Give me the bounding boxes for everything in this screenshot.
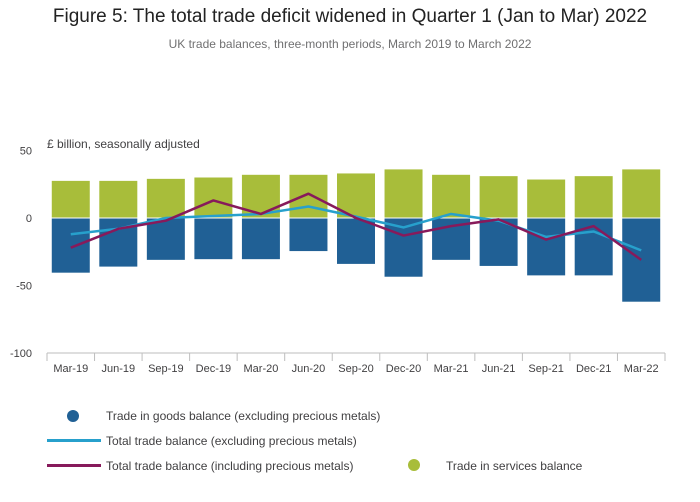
legend-total-excl-line-icon — [47, 439, 101, 442]
y-tick-label: 0 — [26, 213, 32, 225]
chart-title: Figure 5: The total trade deficit widene… — [52, 6, 648, 27]
x-tick-label: Jun-21 — [482, 363, 516, 375]
x-tick-label: Mar-22 — [624, 363, 659, 375]
goods-bar — [527, 218, 566, 276]
services-bar — [574, 176, 613, 218]
goods-bar — [194, 218, 233, 260]
services-bar — [194, 177, 233, 218]
y-axis-unit-label: £ billion, seasonally adjusted — [47, 137, 200, 151]
y-tick-label: -50 — [16, 281, 32, 293]
legend-goods-label: Trade in goods balance (excluding precio… — [106, 409, 381, 423]
x-tick-label: Sep-19 — [148, 363, 183, 375]
goods-bar — [146, 218, 185, 260]
chart-subtitle: UK trade balances, three-month periods, … — [168, 37, 532, 51]
services-bar — [146, 178, 185, 218]
legend-total-excl-label: Total trade balance (excluding precious … — [106, 434, 357, 448]
x-tick-label: Mar-19 — [53, 363, 88, 375]
goods-bar — [51, 218, 90, 273]
services-bar — [384, 169, 423, 218]
services-bar — [479, 176, 518, 218]
services-bar — [51, 180, 90, 218]
services-bar — [289, 174, 328, 218]
legend-services-dot-icon — [408, 459, 420, 471]
goods-bar — [241, 218, 280, 260]
services-bar — [432, 174, 471, 218]
y-tick-label: -100 — [10, 348, 32, 360]
legend-total-incl-label: Total trade balance (including precious … — [106, 459, 354, 473]
x-tick-label: Jun-19 — [101, 363, 135, 375]
services-bar — [527, 179, 566, 218]
x-tick-label: Dec-21 — [576, 363, 611, 375]
legend-services-label: Trade in services balance — [446, 459, 583, 473]
x-tick-label: Jun-20 — [292, 363, 326, 375]
x-tick-label: Sep-20 — [338, 363, 373, 375]
x-tick-label: Mar-21 — [434, 363, 469, 375]
x-tick-label: Mar-20 — [244, 363, 279, 375]
x-tick-label: Dec-20 — [386, 363, 421, 375]
total-incl-line — [70, 192, 642, 261]
x-tick-label: Dec-19 — [196, 363, 231, 375]
services-bar — [622, 169, 661, 218]
goods-bar — [289, 218, 328, 252]
goods-bar — [337, 218, 375, 264]
x-tick-label: Sep-21 — [528, 363, 563, 375]
chart-canvas: 50 0 -50 -100 Mar-19 Jun-19 Sep-19 Dec-19 Mar-20… — [10, 146, 666, 375]
services-bar — [99, 180, 138, 218]
y-tick-label: 50 — [20, 146, 32, 158]
legend-total-incl-line-icon — [47, 464, 101, 467]
legend-goods-dot-icon — [67, 410, 79, 422]
